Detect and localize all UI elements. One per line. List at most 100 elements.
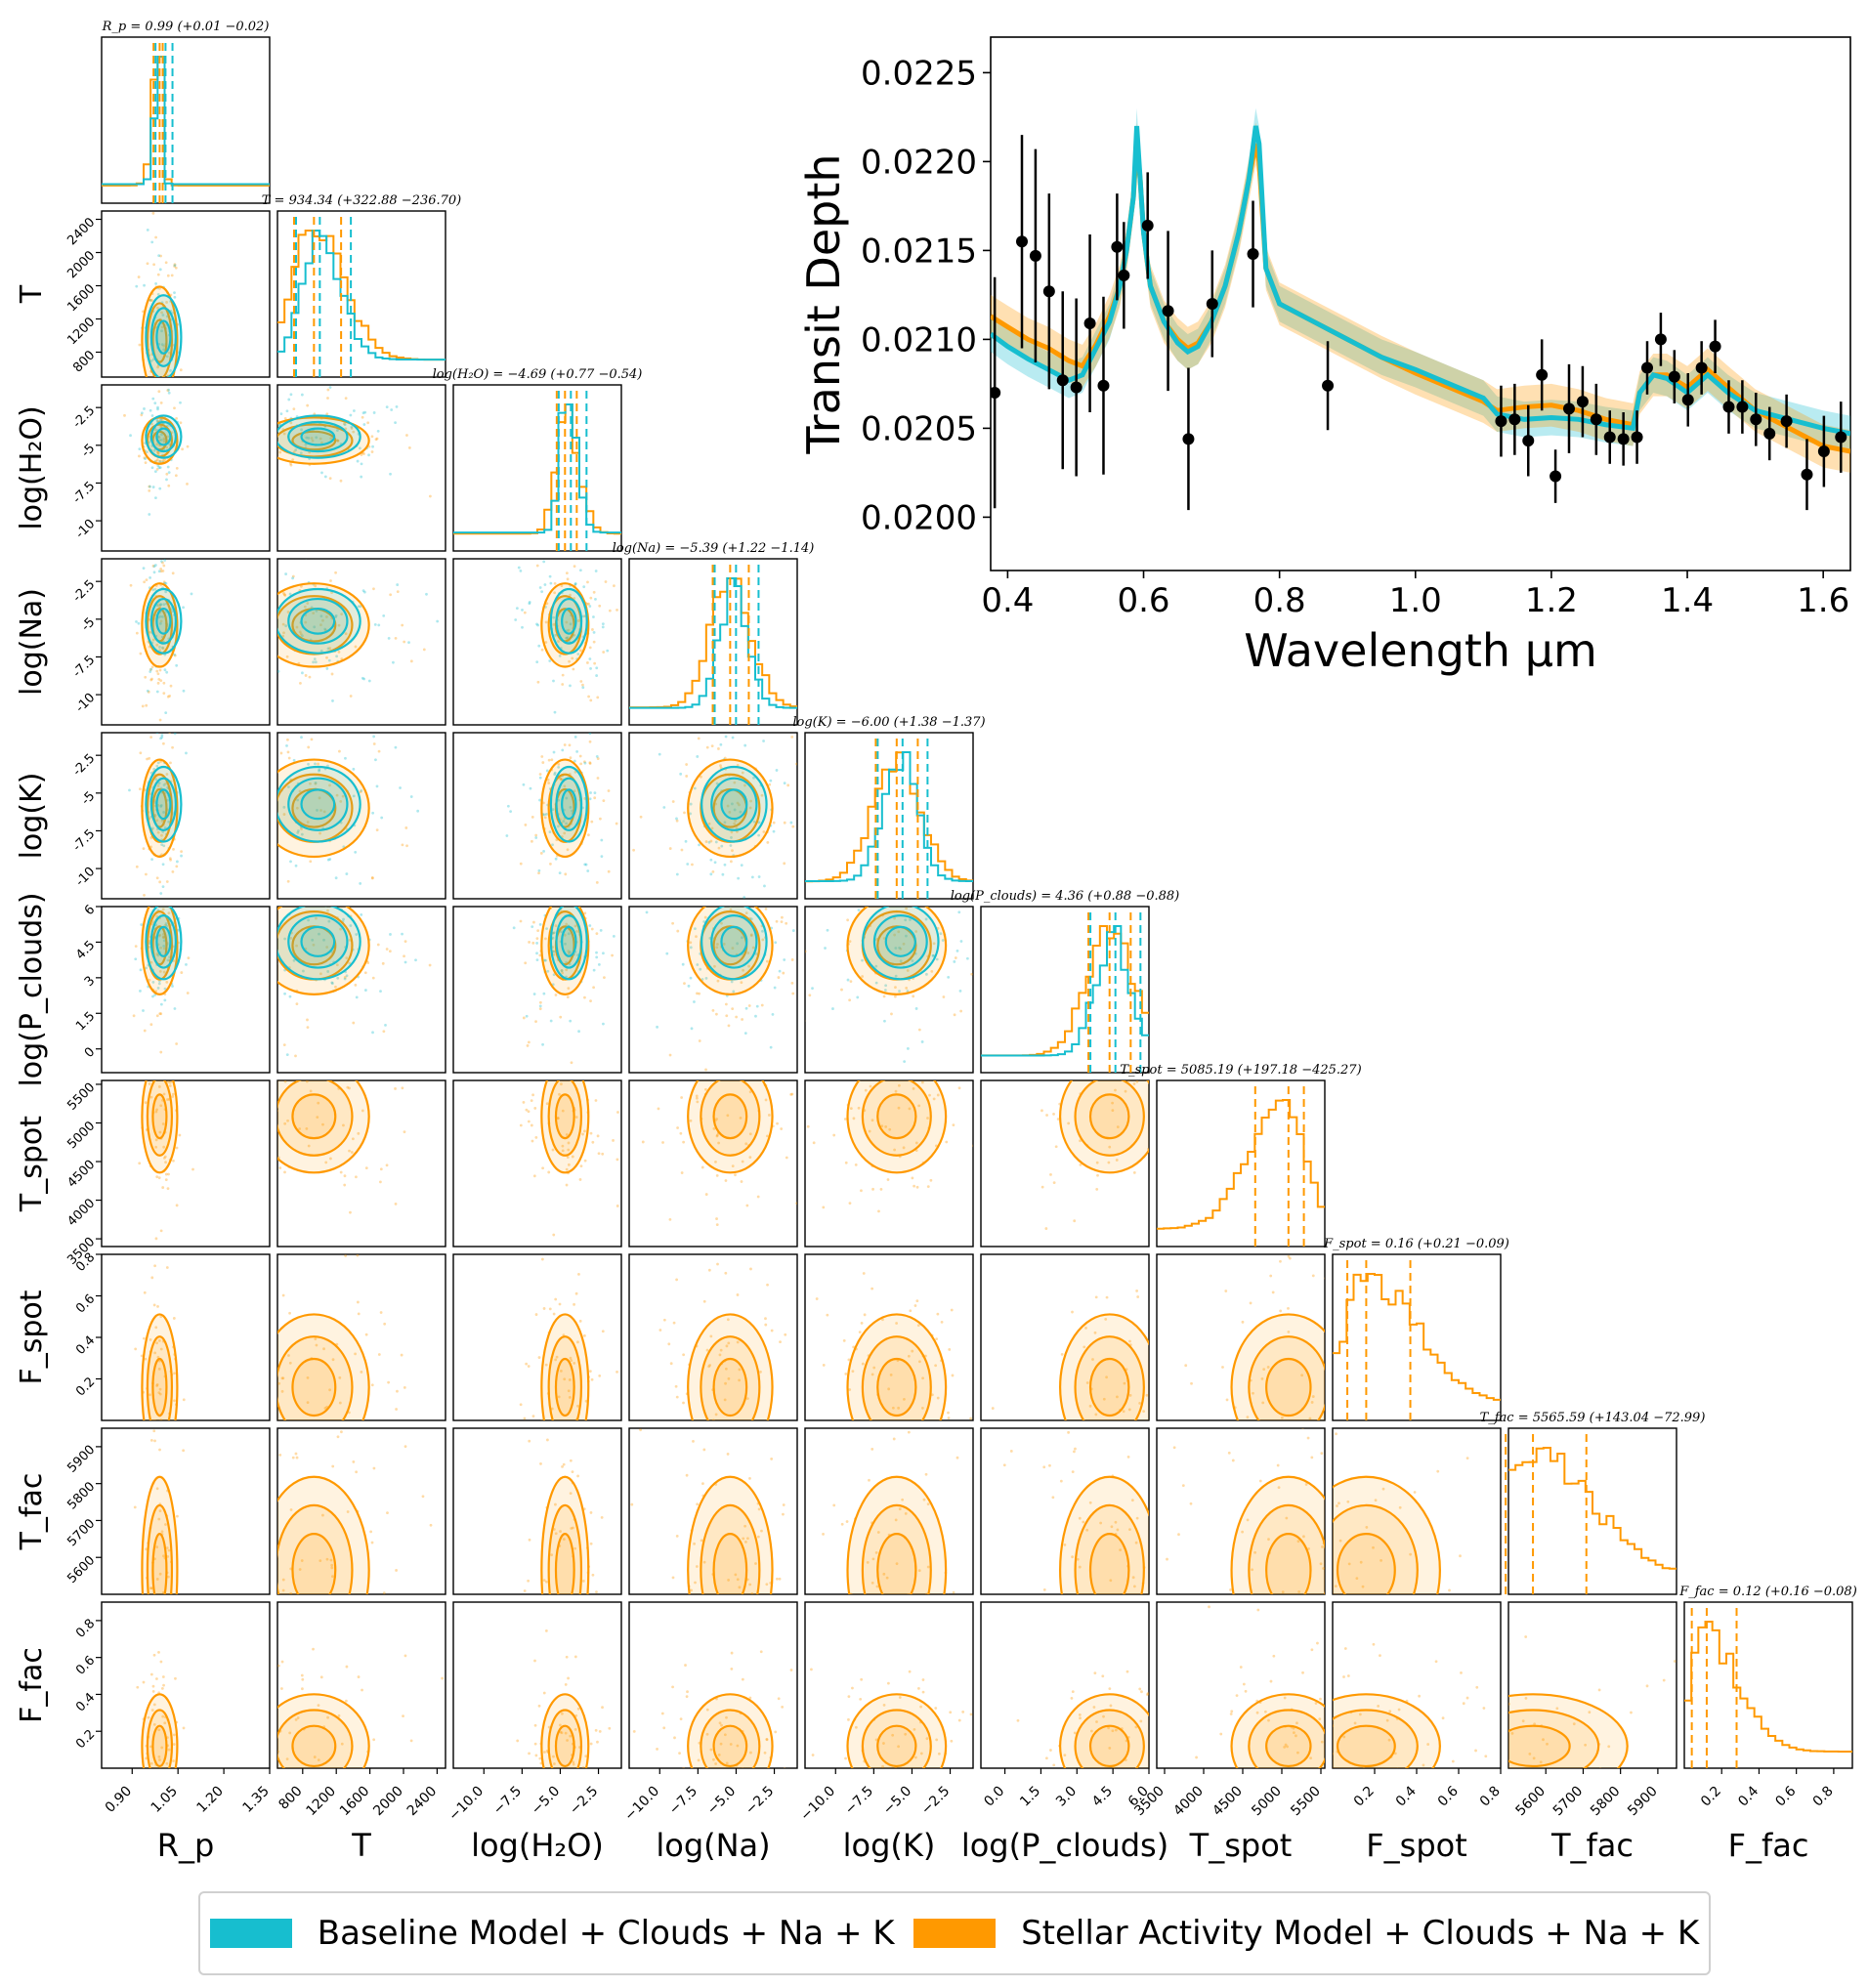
- sample-point: [300, 428, 303, 432]
- y-tick-label: 0.6: [73, 1291, 98, 1316]
- sample-point: [564, 1731, 568, 1735]
- sample-point: [1329, 1224, 1332, 1227]
- sample-point: [921, 1678, 925, 1681]
- sample-point: [726, 1453, 730, 1456]
- data-point: [1681, 394, 1694, 406]
- sample-point: [560, 584, 564, 587]
- sample-point: [569, 1459, 573, 1462]
- sample-point: [549, 581, 553, 585]
- sample-point: [292, 450, 296, 454]
- sample-point: [552, 1233, 556, 1237]
- sample-point: [859, 1697, 863, 1701]
- sample-point: [156, 681, 160, 685]
- sample-point: [403, 640, 406, 644]
- sample-point: [1306, 1816, 1309, 1819]
- sample-point: [734, 1173, 737, 1177]
- sample-point: [559, 1369, 563, 1373]
- panel-content: [519, 1257, 618, 1420]
- y-tick-label: 2000: [64, 248, 98, 281]
- y-tick-label: 5000: [64, 1119, 98, 1152]
- panel-frame: [276, 1079, 446, 1248]
- sample-point: [582, 585, 586, 589]
- sample-point: [892, 1437, 896, 1441]
- sample-point: [791, 992, 795, 995]
- sample-point: [162, 783, 166, 786]
- sample-point: [876, 1815, 879, 1818]
- sample-point: [145, 703, 149, 707]
- contour-stellar: [277, 1080, 370, 1174]
- sample-point: [286, 750, 290, 754]
- sample-point: [155, 1076, 158, 1079]
- sample-point: [800, 839, 803, 842]
- sample-point: [959, 1780, 962, 1783]
- panel-frame: [452, 906, 622, 1074]
- sample-point: [740, 864, 743, 867]
- sample-point: [729, 908, 733, 911]
- sample-point: [568, 1378, 572, 1381]
- sample-point: [565, 968, 569, 972]
- panel-content: [641, 1080, 797, 1227]
- panel-frame: [101, 1079, 271, 1248]
- data-point: [1780, 415, 1793, 428]
- sample-point: [1126, 1080, 1130, 1082]
- sample-point: [171, 1095, 175, 1098]
- sample-point: [1588, 1711, 1592, 1714]
- sample-point: [549, 863, 552, 866]
- sample-point: [906, 990, 910, 993]
- panel-Fspot-H2O: [452, 1253, 622, 1421]
- sample-point: [151, 1788, 154, 1791]
- sample-point: [531, 925, 534, 929]
- sample-point: [1219, 1732, 1223, 1736]
- sample-point: [832, 1133, 836, 1137]
- sample-point: [299, 681, 302, 685]
- sample-point: [167, 388, 171, 392]
- sample-point: [1288, 1794, 1291, 1797]
- sample-point: [749, 799, 753, 803]
- sample-point: [177, 928, 181, 932]
- sample-point: [519, 919, 523, 923]
- sample-point: [584, 863, 588, 867]
- sample-point: [546, 1438, 549, 1442]
- sample-point: [160, 311, 163, 315]
- sample-point: [534, 836, 538, 839]
- sample-point: [313, 625, 317, 629]
- sample-point: [764, 908, 768, 910]
- sample-point: [929, 1780, 932, 1783]
- sample-point: [1109, 1704, 1113, 1708]
- sample-point: [158, 1387, 162, 1391]
- sample-point: [360, 912, 363, 916]
- sample-point: [161, 1186, 165, 1189]
- sample-point: [289, 1591, 293, 1594]
- sample-point: [775, 769, 779, 772]
- sample-point: [559, 1530, 562, 1533]
- sample-point: [1497, 1811, 1500, 1814]
- sample-point: [389, 472, 392, 476]
- sample-point: [171, 571, 175, 575]
- sample-point: [165, 301, 168, 304]
- sample-point: [1572, 1722, 1576, 1726]
- sample-point: [159, 401, 163, 404]
- sample-point: [304, 443, 308, 446]
- sample-point: [1474, 1749, 1477, 1753]
- sample-point: [1111, 1077, 1114, 1079]
- sample-point: [161, 1775, 164, 1778]
- sample-point: [146, 1771, 149, 1774]
- sample-point: [563, 743, 567, 746]
- sample-point: [161, 908, 165, 911]
- sample-point: [155, 1108, 158, 1112]
- sample-point: [164, 1178, 168, 1182]
- sample-point: [528, 600, 531, 604]
- sample-point: [777, 1697, 781, 1701]
- sample-point: [812, 1141, 816, 1145]
- sample-point: [552, 931, 556, 935]
- sample-point: [139, 751, 143, 755]
- contour-stellar: [1333, 1709, 1419, 1768]
- sample-point: [847, 1695, 851, 1699]
- sample-point: [278, 1453, 282, 1457]
- data-point: [1495, 415, 1507, 428]
- sample-point: [388, 950, 392, 953]
- sample-point: [1110, 1525, 1114, 1529]
- sample-point: [312, 943, 316, 947]
- sample-point: [848, 1202, 852, 1205]
